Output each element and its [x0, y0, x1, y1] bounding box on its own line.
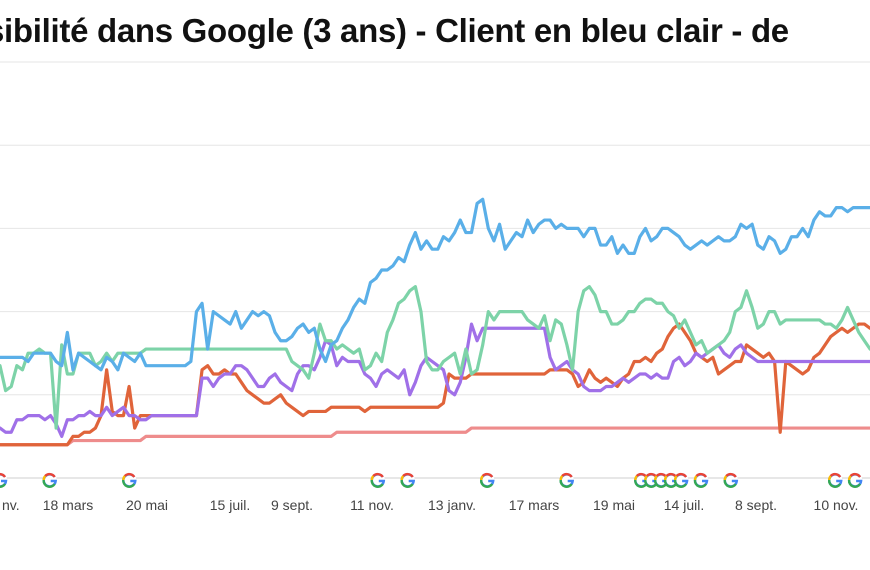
google-icon-stroke — [480, 475, 484, 481]
google-icon-stroke — [370, 479, 384, 488]
x-tick-label: 19 mai — [593, 497, 635, 513]
google-icon-stroke — [479, 479, 494, 488]
series-line — [0, 322, 870, 438]
google-icon-stroke — [42, 479, 56, 488]
google-icon[interactable] — [723, 472, 739, 488]
x-tick-label: 20 mai — [126, 497, 168, 513]
series-lines — [0, 197, 870, 447]
google-icon[interactable] — [479, 472, 495, 488]
google-icon-stroke — [675, 472, 688, 478]
google-icon[interactable] — [673, 472, 689, 488]
google-icon-stroke — [723, 475, 728, 481]
google-icon-stroke — [847, 479, 862, 488]
google-icon[interactable] — [847, 472, 863, 488]
google-icon[interactable] — [827, 472, 843, 488]
google-icon-stroke — [42, 475, 47, 481]
series-line — [0, 197, 870, 372]
google-icon-stroke — [725, 472, 737, 478]
series-line — [0, 426, 870, 447]
google-icon-stroke — [828, 475, 832, 481]
google-icon-stroke — [634, 475, 638, 481]
google-icon-stroke — [400, 475, 405, 481]
google-icon[interactable] — [693, 472, 709, 488]
google-icon-stroke — [829, 472, 842, 478]
x-tick-label: 11 nov. — [350, 497, 394, 513]
x-tick-label: nv. — [2, 497, 20, 513]
google-icon-stroke — [0, 483, 7, 488]
google-icon-stroke — [559, 475, 564, 481]
google-icon-stroke — [673, 479, 688, 488]
google-icon-stroke — [400, 479, 414, 488]
google-icon-stroke — [693, 475, 698, 481]
x-tick-label: 10 nov. — [814, 497, 859, 513]
google-icon[interactable] — [400, 472, 416, 488]
google-icon-stroke — [849, 472, 862, 478]
x-tick-label: 14 juil. — [664, 497, 704, 513]
google-icon-stroke — [847, 475, 852, 481]
google-icon-stroke — [370, 475, 375, 481]
google-icon-stroke — [123, 472, 136, 478]
google-icon-stroke — [402, 472, 414, 478]
google-icon-stroke — [693, 479, 708, 488]
x-tick-label: 13 janv. — [428, 497, 476, 513]
x-tick-label: 8 sept. — [735, 497, 777, 513]
google-icon[interactable] — [370, 472, 386, 488]
google-icon-stroke — [122, 475, 126, 481]
chart-title: sibilité dans Google (3 ans) - Client en… — [0, 12, 789, 49]
x-tick-label: 17 mars — [509, 497, 560, 513]
google-update-markers — [0, 472, 863, 488]
google-icon-stroke — [481, 472, 494, 478]
google-icon[interactable] — [122, 472, 137, 488]
google-icon[interactable] — [559, 472, 575, 488]
x-tick-label: 18 mars — [43, 497, 94, 513]
google-icon[interactable] — [42, 472, 58, 488]
google-icon-stroke — [723, 479, 737, 488]
google-icon-stroke — [663, 475, 668, 481]
google-icon-stroke — [654, 475, 658, 481]
google-icon-stroke — [122, 479, 136, 488]
google-icon-stroke — [561, 472, 573, 478]
google-icon-stroke — [559, 479, 573, 488]
google-icon-stroke — [0, 472, 7, 478]
google-icon-stroke — [695, 472, 708, 478]
x-tick-label: 9 sept. — [271, 497, 313, 513]
google-icon-stroke — [44, 472, 56, 478]
series-line — [0, 285, 870, 430]
series-line — [0, 322, 870, 447]
google-icon-stroke — [644, 475, 648, 481]
x-tick-label: 15 juil. — [210, 497, 250, 513]
google-icon-stroke — [673, 475, 678, 481]
google-icon[interactable] — [0, 472, 8, 488]
google-icon-stroke — [827, 479, 842, 488]
google-icon-stroke — [372, 472, 384, 478]
x-axis-tick-labels: nv. 18 mars 20 mai 15 juil. 9 sept. 11 nov. 13… — [2, 497, 858, 513]
